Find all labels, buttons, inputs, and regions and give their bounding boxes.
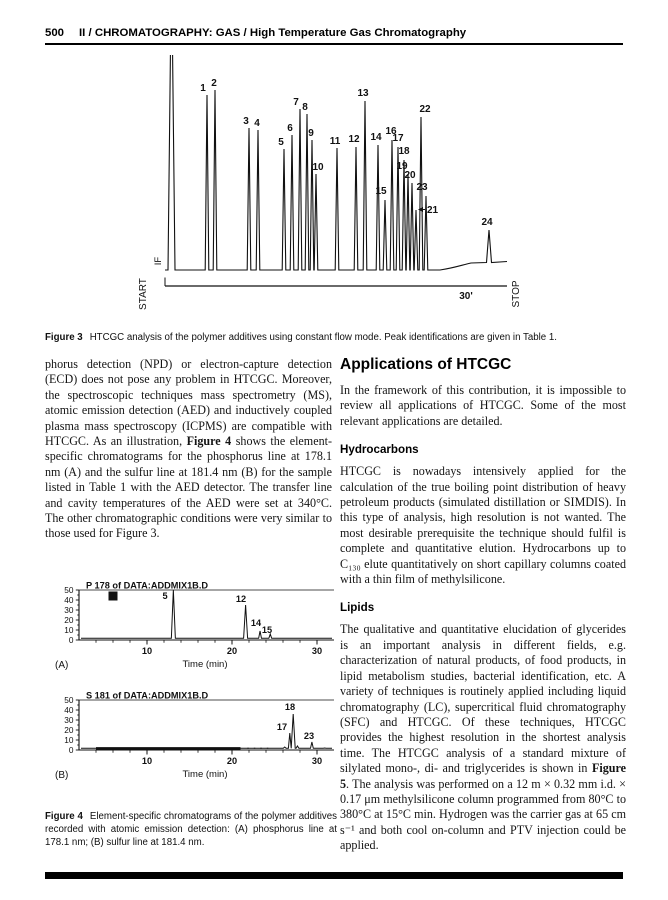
svg-text:21: 21: [427, 205, 439, 216]
svg-text:20: 20: [64, 615, 74, 625]
svg-text:20: 20: [404, 170, 416, 181]
svg-text:19: 19: [396, 161, 408, 172]
svg-text:40: 40: [64, 705, 74, 715]
svg-text:5: 5: [278, 137, 284, 148]
svg-text:15: 15: [375, 186, 387, 197]
svg-text:23: 23: [416, 182, 428, 193]
svg-text:20: 20: [64, 725, 74, 735]
svg-text:7: 7: [293, 97, 299, 108]
svg-text:9: 9: [308, 128, 314, 139]
svg-text:20: 20: [227, 756, 237, 766]
figure4-caption-label: Figure 4: [45, 810, 83, 822]
footer-rule: [45, 872, 623, 879]
svg-text:16: 16: [385, 126, 397, 137]
svg-text:50: 50: [64, 585, 74, 595]
svg-text:30: 30: [312, 756, 322, 766]
running-header: 500 II / CHROMATOGRAPHY: GAS / High Temp…: [45, 27, 623, 39]
running-head-title: II / CHROMATOGRAPHY: GAS / High Temperat…: [79, 27, 467, 39]
subsection-heading-hydrocarbons: Hydrocarbons: [340, 443, 419, 457]
svg-text:30: 30: [312, 646, 322, 656]
figure4-caption-text: Element-specific chromatograms of the po…: [45, 810, 337, 848]
figure3-caption-label: Figure 3: [45, 331, 83, 343]
svg-text:4: 4: [254, 118, 260, 129]
svg-text:10: 10: [312, 162, 324, 173]
left-column-paragraph: phorus detection (NPD) or electron-captu…: [45, 357, 332, 542]
svg-text:17: 17: [277, 722, 287, 732]
svg-text:10: 10: [142, 646, 152, 656]
svg-text:20: 20: [227, 646, 237, 656]
svg-text:S 181 of DATA:ADDMIX1B.D: S 181 of DATA:ADDMIX1B.D: [86, 691, 209, 701]
svg-text:0: 0: [69, 635, 74, 645]
right-column: Applications of HTCGC In the framework o…: [340, 356, 626, 854]
svg-text:Time (min): Time (min): [182, 659, 227, 670]
svg-text:24: 24: [481, 217, 493, 228]
svg-text:18: 18: [398, 146, 410, 157]
figure4-reference: Figure 4: [186, 434, 232, 449]
svg-text:START: START: [138, 278, 149, 310]
figure3-caption-text: HTCGC analysis of the polymer additives …: [89, 331, 557, 343]
svg-text:22: 22: [419, 104, 431, 115]
figure5-reference: Figure 5: [340, 761, 626, 791]
svg-text:50: 50: [64, 695, 74, 705]
intro-paragraph: In the framework of this contribution, i…: [340, 383, 626, 428]
hydrocarbons-paragraph: HTCGC is nowadays intensively applied fo…: [340, 464, 626, 587]
left-paragraph-part1: phorus detection (NPD) or electron-captu…: [45, 357, 332, 449]
svg-text:5: 5: [162, 591, 167, 601]
figure3-caption: Figure 3 HTCGC analysis of the polymer ad…: [45, 331, 623, 344]
svg-text:17: 17: [392, 133, 404, 144]
figure4-caption: Figure 4 Element-specific chromatograms o…: [45, 810, 337, 849]
left-paragraph-part2: shows the element-specific chromatograms…: [45, 434, 333, 541]
svg-text:3: 3: [243, 116, 249, 127]
svg-text:8: 8: [302, 102, 308, 113]
svg-text:IF: IF: [153, 257, 164, 266]
svg-text:(A): (A): [55, 660, 68, 671]
svg-text:14: 14: [251, 618, 262, 628]
svg-text:30: 30: [64, 715, 74, 725]
svg-text:11: 11: [330, 136, 341, 147]
svg-text:10: 10: [142, 756, 152, 766]
svg-text:14: 14: [370, 132, 382, 143]
svg-text:12: 12: [236, 594, 246, 604]
svg-text:Time (min): Time (min): [182, 769, 227, 780]
svg-text:18: 18: [285, 702, 295, 712]
svg-text:STOP: STOP: [511, 280, 522, 307]
svg-text:30': 30': [459, 291, 473, 302]
lipids-paragraph: The qualitative and quantitative elucida…: [340, 622, 626, 853]
svg-text:40: 40: [64, 595, 74, 605]
svg-text:10: 10: [64, 625, 74, 635]
lipids-paragraph-part1: The qualitative and quantitative elucida…: [340, 622, 626, 776]
subsection-heading-lipids: Lipids: [340, 601, 375, 615]
svg-text:30: 30: [64, 605, 74, 615]
left-column: phorus detection (NPD) or electron-captu…: [45, 357, 332, 542]
svg-text:6: 6: [287, 123, 293, 134]
header-rule: [45, 43, 623, 45]
svg-text:10: 10: [64, 735, 74, 745]
page-number: 500: [45, 27, 65, 39]
svg-text:13: 13: [357, 88, 369, 99]
svg-text:12: 12: [348, 134, 360, 145]
svg-text:P 178 of DATA:ADDMIX1B.D: P 178 of DATA:ADDMIX1B.D: [86, 581, 208, 591]
svg-text:15: 15: [262, 625, 272, 635]
svg-text:2: 2: [211, 78, 217, 89]
svg-text:1: 1: [200, 83, 206, 94]
lipids-paragraph-part2: . The analysis was performed on a 12 m ×…: [340, 776, 626, 853]
svg-text:0: 0: [69, 745, 74, 755]
svg-text:23: 23: [304, 731, 314, 741]
section-heading-applications: Applications of HTCGC: [340, 356, 512, 373]
svg-text:(B): (B): [55, 770, 68, 781]
